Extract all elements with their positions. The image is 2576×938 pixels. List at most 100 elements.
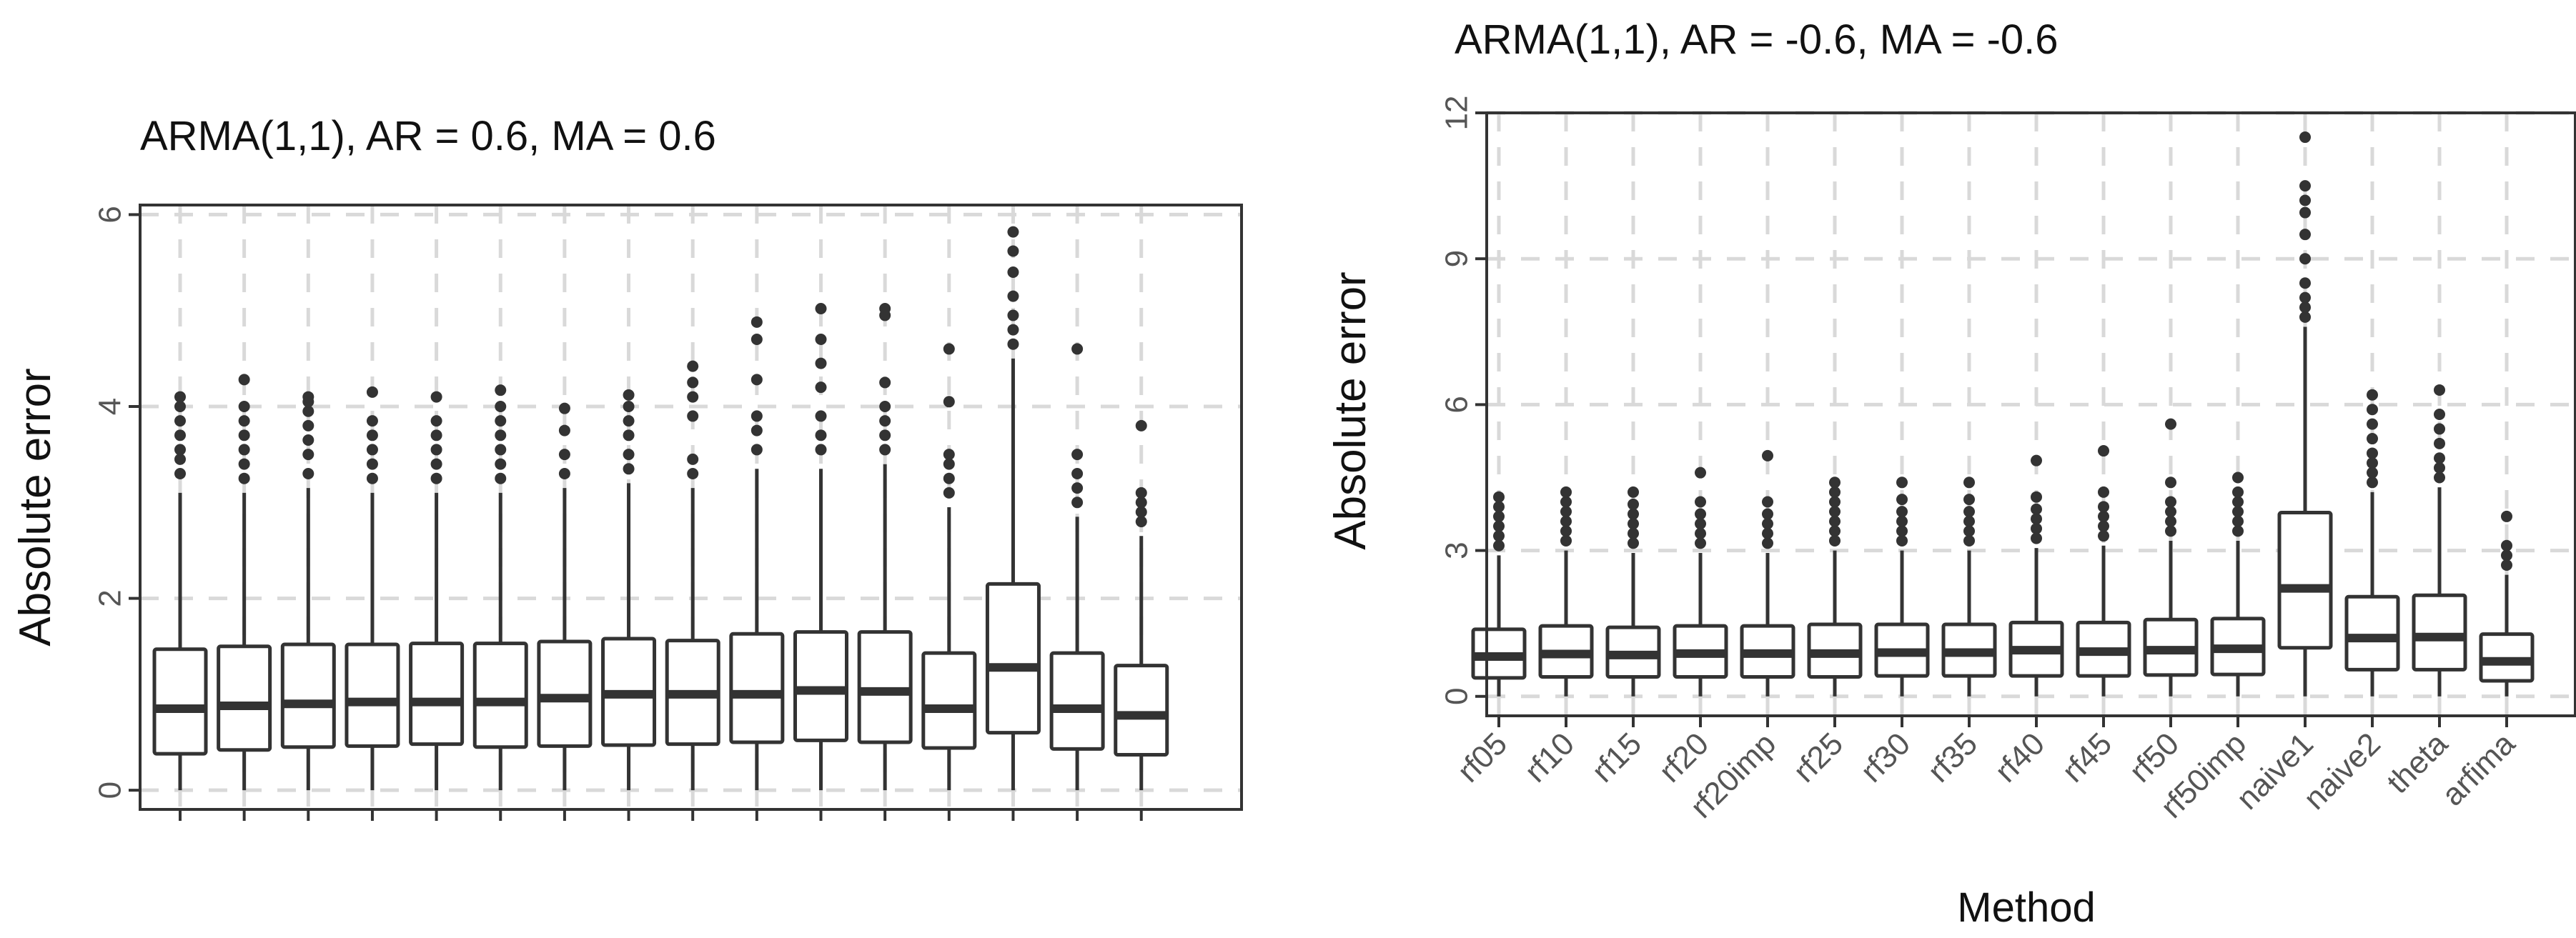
left-chart-title: ARMA(1,1), AR = 0.6, MA = 0.6 xyxy=(140,113,716,159)
right-outlier-rf25 xyxy=(1829,515,1841,527)
left-outlier-naive2 xyxy=(1007,324,1019,336)
right-outlier-theta xyxy=(2434,384,2445,396)
right-outlier-rf50 xyxy=(2165,477,2176,489)
right-outlier-rf20imp xyxy=(1762,537,1773,549)
left-box-rf50imp xyxy=(857,630,913,744)
left-outlier-arfima xyxy=(1135,487,1147,499)
right-x-tick-label-rf25: rf25 xyxy=(1787,726,1850,789)
left-outlier-rf50 xyxy=(815,303,827,315)
right-outlier-rf35 xyxy=(1963,515,1975,527)
right-outlier-rf30 xyxy=(1896,494,1908,506)
left-gridlines xyxy=(140,205,1242,809)
left-outlier-naive1 xyxy=(943,472,955,484)
left-outlier-rf15 xyxy=(302,434,314,446)
left-outlier-rf30 xyxy=(558,424,570,436)
left-outlier-rf50 xyxy=(815,444,827,456)
left-outlier-rf45 xyxy=(750,374,763,386)
left-outlier-rf45 xyxy=(750,424,763,436)
right-outlier-rf40 xyxy=(2031,454,2042,466)
right-outlier-rf20 xyxy=(1695,496,1706,508)
right-outlier-arfima xyxy=(2501,559,2512,571)
right-outlier-rf10 xyxy=(1560,525,1572,537)
left-outlier-rf25 xyxy=(495,458,507,470)
left-outlier-naive1 xyxy=(943,458,955,470)
right-y-tick-label: 0 xyxy=(1440,688,1475,705)
left-outlier-rf35 xyxy=(623,463,635,475)
right-box-theta xyxy=(2412,593,2467,672)
right-outlier-rf20 xyxy=(1695,466,1706,479)
right-outlier-rf05 xyxy=(1493,501,1505,513)
right-outlier-rf50 xyxy=(2165,496,2176,508)
right-outlier-rf35 xyxy=(1963,506,1975,518)
right-outlier-naive1 xyxy=(2299,229,2311,241)
right-outlier-rf20 xyxy=(1695,527,1706,539)
right-outlier-rf05 xyxy=(1493,520,1505,532)
left-outlier-rf40 xyxy=(687,453,699,465)
right-outlier-rf20 xyxy=(1695,537,1706,549)
left-y-axis-label: Absolute error xyxy=(11,368,60,646)
left-outlier-rf05 xyxy=(174,468,186,479)
right-outlier-rf45 xyxy=(2098,510,2109,522)
left-outlier-rf20imp xyxy=(430,458,442,470)
left-outlier-rf10 xyxy=(238,401,250,412)
left-outlier-rf05 xyxy=(174,453,186,465)
right-outlier-rf10 xyxy=(1560,506,1572,518)
left-outlier-rf05 xyxy=(174,401,186,412)
left-outlier-rf20imp xyxy=(430,391,442,403)
right-outlier-naive1 xyxy=(2299,291,2311,304)
right-outlier-rf30 xyxy=(1896,534,1908,547)
right-outlier-rf30 xyxy=(1896,515,1908,527)
left-outlier-naive1 xyxy=(943,396,955,408)
right-outlier-rf15 xyxy=(1628,537,1639,549)
right-outlier-theta xyxy=(2434,409,2445,420)
left-box-rf05 xyxy=(152,647,208,756)
left-y-axis: 0 2 4 6 xyxy=(93,206,140,799)
left-outlier-rf40 xyxy=(687,410,699,422)
right-outlier-rf50imp xyxy=(2232,472,2244,484)
left-outlier-arfima xyxy=(1135,419,1147,431)
right-outlier-rf05 xyxy=(1493,491,1505,503)
left-outlier-naive2 xyxy=(1007,290,1019,302)
left-outlier-rf15 xyxy=(302,419,314,431)
left-outlier-rf20imp xyxy=(430,429,442,441)
right-outlier-theta xyxy=(2434,461,2445,474)
left-outlier-rf25 xyxy=(495,444,507,456)
left-outlier-rf25 xyxy=(495,401,507,412)
left-chart-panel: ARMA(1,1), AR = 0.6, MA = 0.6 Absolute e… xyxy=(11,113,1243,821)
right-outlier-rf30 xyxy=(1896,525,1908,537)
right-outlier-rf50 xyxy=(2165,506,2176,518)
right-outlier-rf45 xyxy=(2098,520,2109,532)
left-outlier-theta xyxy=(1071,482,1084,494)
right-outlier-arfima xyxy=(2501,510,2512,522)
right-outlier-rf15 xyxy=(1628,486,1639,498)
right-outlier-rf20imp xyxy=(1762,496,1773,508)
left-outlier-rf10 xyxy=(238,374,250,386)
right-x-tick-label-rf30: rf30 xyxy=(1854,726,1917,789)
right-x-tick-label-naive1: naive1 xyxy=(2230,726,2320,816)
right-outlier-theta xyxy=(2434,452,2445,464)
right-outlier-rf45 xyxy=(2098,486,2109,498)
left-outlier-rf50 xyxy=(815,429,827,441)
right-outlier-rf30 xyxy=(1896,506,1908,518)
left-box-naive1 xyxy=(921,651,977,750)
left-outlier-rf20imp xyxy=(430,415,442,427)
left-outlier-rf50imp xyxy=(879,303,891,315)
left-outlier-rf30 xyxy=(558,449,570,461)
right-chart-panel: ARMA(1,1), AR = -0.6, MA = -0.6 Absolute… xyxy=(1326,16,2576,931)
left-outlier-rf40 xyxy=(687,468,699,479)
right-outlier-rf50imp xyxy=(2232,506,2244,518)
right-outlier-naive2 xyxy=(2367,466,2378,479)
left-outlier-rf05 xyxy=(174,391,186,403)
right-outlier-rf05 xyxy=(1493,510,1505,522)
left-outlier-rf35 xyxy=(623,401,635,412)
right-outlier-naive1 xyxy=(2299,131,2311,144)
left-outlier-naive2 xyxy=(1007,266,1019,278)
left-outlier-rf20 xyxy=(366,458,378,470)
left-box-theta xyxy=(1049,651,1105,751)
right-outlier-rf35 xyxy=(1963,525,1975,537)
left-outlier-theta xyxy=(1071,449,1084,461)
left-outlier-arfima xyxy=(1135,506,1147,518)
left-outlier-rf20 xyxy=(366,415,378,427)
left-outlier-rf05 xyxy=(174,429,186,441)
